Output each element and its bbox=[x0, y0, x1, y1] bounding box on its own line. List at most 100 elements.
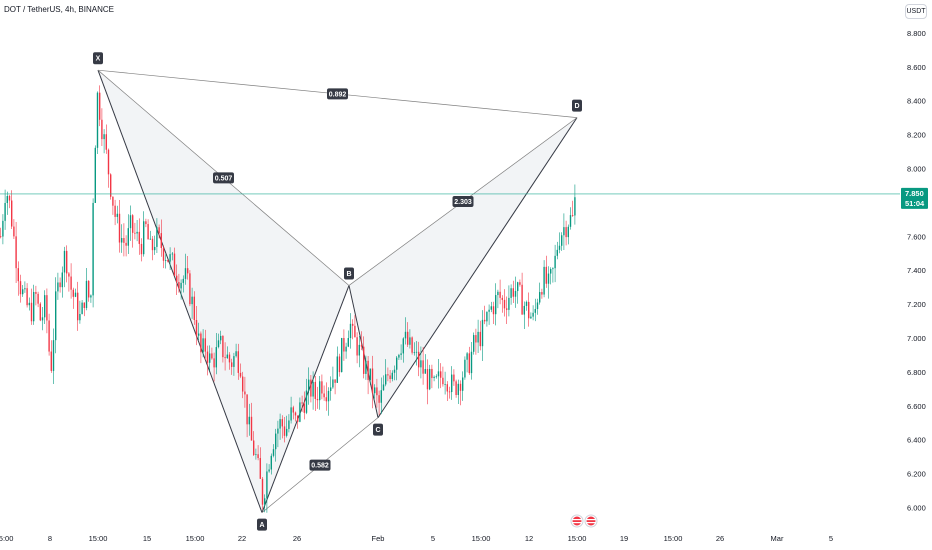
candle-body bbox=[506, 308, 508, 310]
candle-body bbox=[206, 351, 209, 363]
candle-body bbox=[136, 231, 138, 234]
price-tick-label: 7.600 bbox=[907, 232, 926, 241]
candle-body bbox=[182, 278, 184, 283]
candle-body bbox=[35, 291, 37, 294]
candle-body bbox=[151, 238, 154, 251]
price-tick-label: 8.400 bbox=[907, 97, 926, 106]
candle-body bbox=[363, 346, 365, 374]
price-tick-label: 8.000 bbox=[907, 165, 926, 174]
candle-body bbox=[396, 357, 398, 370]
candle-body bbox=[2, 220, 4, 237]
candle-body bbox=[360, 344, 363, 347]
candle-body bbox=[440, 371, 442, 378]
candle-body bbox=[437, 371, 440, 377]
candle-body bbox=[57, 282, 59, 292]
candle-body bbox=[110, 174, 112, 197]
candle-body bbox=[297, 415, 299, 422]
candle-body bbox=[156, 227, 158, 247]
event-icon-stripe bbox=[586, 522, 596, 524]
pattern-leg-cd[interactable] bbox=[377, 117, 578, 418]
candle-body bbox=[250, 416, 253, 441]
candle-body bbox=[8, 196, 11, 201]
candle-body bbox=[453, 374, 455, 382]
point-label-b: B bbox=[346, 271, 351, 278]
candle-body bbox=[330, 387, 332, 391]
candle-body bbox=[180, 282, 182, 289]
candle-body bbox=[294, 412, 297, 416]
candle-body bbox=[88, 280, 90, 298]
candle-body bbox=[499, 291, 501, 298]
candle-body bbox=[264, 498, 266, 505]
candle-body bbox=[26, 288, 28, 306]
candle-body bbox=[149, 238, 151, 240]
candle-body bbox=[413, 352, 415, 354]
candle-body bbox=[154, 246, 156, 251]
us-flag-event-icon[interactable] bbox=[584, 514, 598, 528]
pattern-leg-ab[interactable] bbox=[261, 285, 350, 513]
candle-body bbox=[374, 387, 376, 394]
candle-body bbox=[323, 393, 325, 398]
candle-body bbox=[19, 281, 22, 295]
time-tick-label: 5 bbox=[431, 534, 435, 543]
candle-body bbox=[162, 248, 165, 261]
price-tick-label: 8.200 bbox=[907, 131, 926, 140]
candle-body bbox=[481, 319, 484, 347]
ratio-label: 0.582 bbox=[311, 463, 329, 470]
time-tick-label: Mar bbox=[771, 534, 784, 543]
candle-body bbox=[492, 306, 495, 315]
candle-body bbox=[446, 384, 448, 392]
price-axis[interactable]: 6.000 6.200 6.400 6.600 6.800 7.000 7.200 7.400… bbox=[907, 29, 926, 513]
candle-body bbox=[22, 289, 24, 295]
current-price-value: 7.850 bbox=[905, 189, 924, 198]
candle-body bbox=[475, 335, 477, 343]
candle-body bbox=[41, 317, 44, 321]
harmonic-pattern[interactable] bbox=[97, 69, 578, 513]
time-tick-label: 15:00 bbox=[0, 534, 13, 543]
candle-body bbox=[99, 92, 101, 120]
candle-body bbox=[61, 272, 63, 288]
candle-body bbox=[24, 288, 26, 290]
pattern-leg-xa[interactable] bbox=[97, 70, 263, 513]
candle-body bbox=[217, 340, 220, 348]
candle-body bbox=[455, 381, 457, 395]
candle-body bbox=[134, 232, 136, 234]
candle-body bbox=[424, 369, 426, 374]
candle-body bbox=[536, 302, 539, 310]
candle-body bbox=[457, 383, 459, 395]
candle-body bbox=[569, 215, 572, 227]
candle-body bbox=[178, 282, 180, 289]
candle-body bbox=[143, 221, 145, 255]
time-tick-label: 15:00 bbox=[186, 534, 205, 543]
candle-body bbox=[503, 299, 506, 309]
candle-body bbox=[257, 454, 259, 459]
candle-body bbox=[101, 119, 103, 140]
candle-body bbox=[228, 354, 231, 363]
candle-body bbox=[288, 420, 290, 429]
candle-body bbox=[433, 376, 435, 379]
candle-body bbox=[435, 376, 437, 378]
candle-body bbox=[543, 266, 545, 295]
candle-body bbox=[327, 390, 330, 402]
candle-body bbox=[508, 297, 510, 310]
candle-body bbox=[349, 323, 352, 339]
currency-button[interactable]: USDT bbox=[905, 4, 927, 19]
event-icons[interactable] bbox=[570, 514, 598, 528]
point-label-bg bbox=[344, 267, 354, 280]
candle-body bbox=[281, 419, 283, 427]
candle-body bbox=[495, 295, 497, 315]
candle-body bbox=[301, 402, 303, 404]
us-flag-event-icon[interactable] bbox=[570, 514, 584, 528]
candle-body bbox=[391, 372, 393, 380]
candle-body bbox=[561, 235, 563, 246]
candle-body bbox=[242, 376, 244, 392]
candle-body bbox=[488, 309, 490, 312]
candle-body bbox=[464, 359, 466, 378]
candle-body bbox=[442, 377, 444, 385]
ratio-label: 0.507 bbox=[215, 175, 233, 182]
candle-body bbox=[202, 338, 204, 353]
candle-body bbox=[90, 295, 92, 298]
candle-body bbox=[72, 289, 74, 297]
candle-body bbox=[200, 333, 202, 353]
time-axis[interactable]: 15:00 8 15:00 15 15:00 22 26 Feb 5 15:00 12 15:00 19… bbox=[0, 534, 833, 543]
